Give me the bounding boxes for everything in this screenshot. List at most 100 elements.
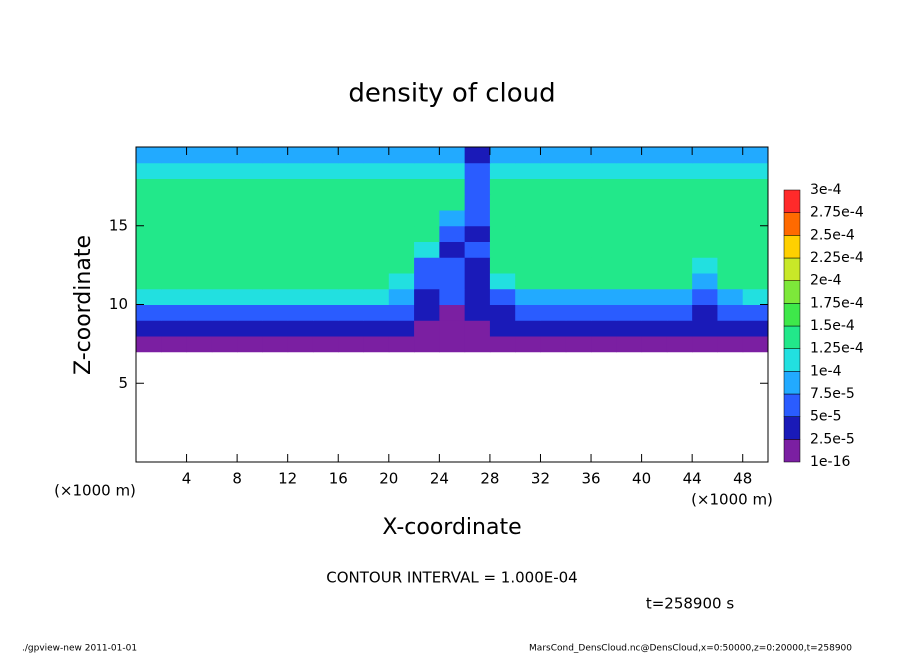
cell <box>287 414 314 431</box>
cell <box>237 194 263 211</box>
cell <box>616 430 643 447</box>
cell <box>237 210 263 227</box>
cell <box>338 210 365 227</box>
cell <box>489 367 516 384</box>
cell <box>540 273 567 290</box>
cell <box>540 162 567 179</box>
cell <box>211 446 238 463</box>
cell <box>565 351 592 368</box>
cell <box>565 178 592 195</box>
cell <box>262 257 289 274</box>
cell <box>312 351 339 368</box>
cell <box>464 351 491 368</box>
cell <box>540 304 567 321</box>
cell <box>211 304 238 321</box>
x-tick-label: 24 <box>430 470 449 488</box>
cell <box>565 430 592 447</box>
cell <box>186 194 213 211</box>
cell <box>591 288 617 305</box>
cell <box>464 210 491 227</box>
cell <box>515 194 541 211</box>
cell <box>136 414 162 431</box>
cell <box>363 367 390 384</box>
cell <box>388 147 415 164</box>
cell <box>136 178 162 195</box>
cell <box>439 273 466 290</box>
cell <box>237 320 263 337</box>
cell <box>312 430 339 447</box>
cell <box>489 162 516 179</box>
cell <box>161 399 188 416</box>
cell <box>186 304 213 321</box>
cell <box>312 304 339 321</box>
cell <box>742 383 769 400</box>
cell <box>363 288 390 305</box>
cell <box>136 430 162 447</box>
cell <box>363 194 390 211</box>
x-tick-label: 12 <box>278 470 297 488</box>
cell <box>439 304 466 321</box>
colorbar-label: 7.5e-5 <box>810 386 855 402</box>
cell <box>388 162 415 179</box>
cell <box>388 399 415 416</box>
time-label: t=258900 s <box>646 595 734 613</box>
cell <box>515 367 541 384</box>
cell <box>742 273 769 290</box>
cell <box>641 210 668 227</box>
cell <box>312 273 339 290</box>
cell <box>489 351 516 368</box>
cell <box>388 367 415 384</box>
cell <box>717 257 744 274</box>
cell <box>742 367 769 384</box>
cell <box>439 147 466 164</box>
cell <box>591 351 617 368</box>
cell <box>641 273 668 290</box>
cell <box>439 162 466 179</box>
colorbar-label: 2.25e-4 <box>810 250 864 266</box>
cell <box>161 194 188 211</box>
colorbar-band <box>783 439 801 463</box>
cell <box>363 241 390 258</box>
cell <box>692 210 718 227</box>
cell <box>666 194 693 211</box>
colorbar-label: 2.75e-4 <box>810 205 864 221</box>
cell <box>312 147 339 164</box>
cell <box>591 162 617 179</box>
cell <box>692 304 718 321</box>
cell <box>211 430 238 447</box>
cell <box>414 351 440 368</box>
cell <box>186 351 213 368</box>
cell <box>211 383 238 400</box>
colorbar-label: 1.25e-4 <box>810 341 864 357</box>
cell <box>489 194 516 211</box>
cell <box>287 147 314 164</box>
cell <box>186 288 213 305</box>
cell <box>515 446 541 463</box>
y-axis-label: Z-coordinate <box>71 235 96 375</box>
cell <box>312 336 339 353</box>
cell <box>338 430 365 447</box>
cell <box>186 162 213 179</box>
cell <box>388 273 415 290</box>
cell <box>540 336 567 353</box>
cell <box>565 241 592 258</box>
cell <box>565 414 592 431</box>
cell <box>666 273 693 290</box>
cell <box>616 273 643 290</box>
cell <box>262 304 289 321</box>
cell <box>540 351 567 368</box>
cell <box>692 162 718 179</box>
cell <box>211 210 238 227</box>
cell <box>186 336 213 353</box>
cell <box>136 288 162 305</box>
cell <box>565 194 592 211</box>
cell <box>388 414 415 431</box>
cell <box>312 225 339 242</box>
cell <box>464 225 491 242</box>
cell <box>565 383 592 400</box>
cell <box>287 367 314 384</box>
cell <box>414 257 440 274</box>
x-tick-label: 40 <box>632 470 651 488</box>
cell <box>287 351 314 368</box>
